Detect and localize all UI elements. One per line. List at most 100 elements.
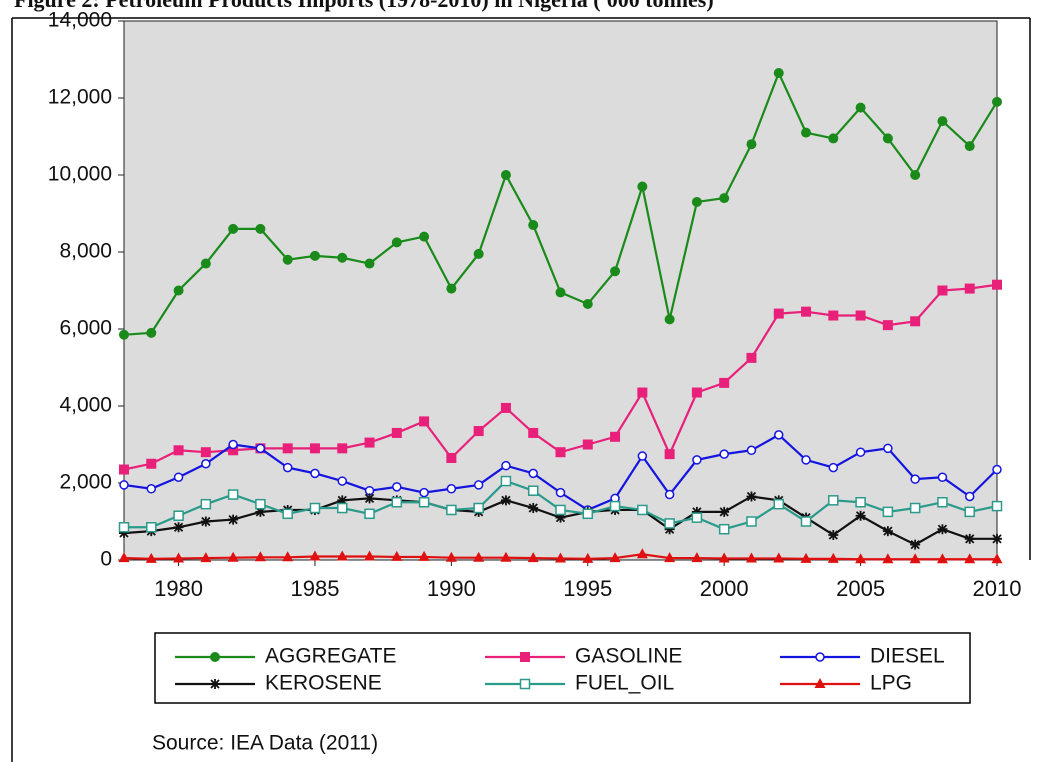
data-point bbox=[882, 133, 893, 144]
data-point bbox=[391, 550, 403, 561]
data-point bbox=[801, 127, 812, 138]
data-point bbox=[964, 533, 975, 544]
data-point bbox=[173, 445, 184, 456]
data-point bbox=[719, 193, 730, 204]
data-point bbox=[855, 102, 866, 113]
legend-label: FUEL_OIL bbox=[575, 672, 674, 695]
data-point bbox=[718, 552, 730, 563]
data-point bbox=[555, 504, 566, 516]
data-point bbox=[937, 116, 948, 127]
data-point bbox=[937, 497, 948, 508]
data-point bbox=[582, 508, 594, 520]
data-point bbox=[773, 552, 785, 563]
data-point bbox=[364, 493, 375, 504]
data-point bbox=[282, 443, 293, 454]
data-point bbox=[691, 196, 702, 207]
y-tick-label: 8,000 bbox=[59, 240, 112, 263]
data-point bbox=[828, 462, 839, 473]
data-point bbox=[910, 170, 921, 180]
data-point bbox=[719, 377, 730, 388]
data-point bbox=[773, 67, 784, 78]
data-point bbox=[855, 310, 866, 321]
data-point bbox=[364, 550, 376, 561]
data-point bbox=[418, 550, 430, 561]
chart-title: Figure 2: Petroleum Products Imports (19… bbox=[14, 0, 714, 12]
legend-label: GASOLINE bbox=[575, 645, 682, 668]
data-point bbox=[855, 447, 866, 457]
data-point bbox=[555, 447, 566, 458]
data-point bbox=[992, 96, 1002, 107]
data-point bbox=[364, 437, 375, 448]
data-point bbox=[309, 550, 321, 561]
data-point bbox=[691, 387, 702, 398]
data-point bbox=[146, 458, 157, 469]
data-point bbox=[992, 464, 1002, 475]
data-point bbox=[337, 476, 347, 486]
data-point bbox=[664, 489, 675, 500]
data-point bbox=[527, 485, 539, 496]
data-point bbox=[500, 475, 512, 487]
data-point bbox=[937, 524, 948, 535]
data-point bbox=[691, 512, 703, 523]
data-point bbox=[664, 314, 675, 325]
data-point bbox=[827, 552, 839, 563]
data-point bbox=[419, 231, 430, 242]
legend-marker bbox=[210, 679, 220, 689]
data-point bbox=[227, 551, 239, 562]
data-point bbox=[555, 512, 566, 523]
data-point bbox=[883, 443, 893, 454]
data-point bbox=[254, 551, 266, 562]
x-tick-label: 2010 bbox=[973, 576, 1022, 601]
data-point bbox=[228, 223, 239, 234]
data-point bbox=[118, 552, 130, 563]
data-point bbox=[200, 447, 211, 458]
data-point bbox=[173, 510, 184, 521]
data-point bbox=[691, 552, 703, 563]
y-tick-label: 10,000 bbox=[48, 163, 112, 186]
data-point bbox=[282, 551, 294, 562]
data-point bbox=[909, 502, 921, 514]
y-tick-label: 6,000 bbox=[59, 317, 112, 340]
data-point bbox=[910, 316, 921, 327]
legend-label: DIESEL bbox=[870, 645, 945, 668]
data-point bbox=[473, 426, 484, 437]
data-point bbox=[227, 489, 239, 500]
data-point bbox=[991, 553, 1003, 564]
data-point bbox=[746, 491, 757, 502]
data-point bbox=[964, 491, 975, 502]
data-point bbox=[964, 141, 975, 152]
data-point bbox=[664, 552, 676, 563]
data-point bbox=[282, 508, 293, 520]
data-point bbox=[228, 439, 238, 450]
data-point bbox=[582, 298, 593, 309]
data-point bbox=[528, 220, 539, 231]
data-point bbox=[310, 468, 320, 479]
data-point bbox=[527, 552, 539, 563]
data-point bbox=[555, 487, 566, 498]
legend-marker bbox=[210, 652, 220, 662]
data-point bbox=[609, 552, 621, 563]
y-tick-label: 4,000 bbox=[59, 394, 112, 417]
data-point bbox=[392, 482, 402, 492]
data-point bbox=[882, 553, 894, 564]
source-note: Source: IEA Data (2011) bbox=[152, 732, 378, 755]
data-point bbox=[500, 402, 511, 413]
data-point bbox=[937, 285, 948, 296]
data-point bbox=[473, 248, 484, 259]
data-point bbox=[200, 516, 211, 527]
x-tick-label: 2005 bbox=[836, 576, 885, 601]
data-point bbox=[637, 387, 648, 398]
data-point bbox=[255, 443, 266, 454]
data-point bbox=[337, 495, 348, 506]
data-point bbox=[964, 506, 975, 518]
data-point bbox=[637, 504, 648, 516]
data-point bbox=[746, 445, 757, 456]
data-point bbox=[446, 283, 457, 294]
x-tick-label: 1990 bbox=[427, 576, 476, 601]
data-point bbox=[528, 427, 539, 438]
y-tick-label: 12,000 bbox=[48, 86, 112, 109]
data-point bbox=[746, 516, 757, 527]
data-point bbox=[719, 506, 730, 517]
data-point bbox=[582, 552, 594, 563]
data-point bbox=[337, 252, 348, 263]
